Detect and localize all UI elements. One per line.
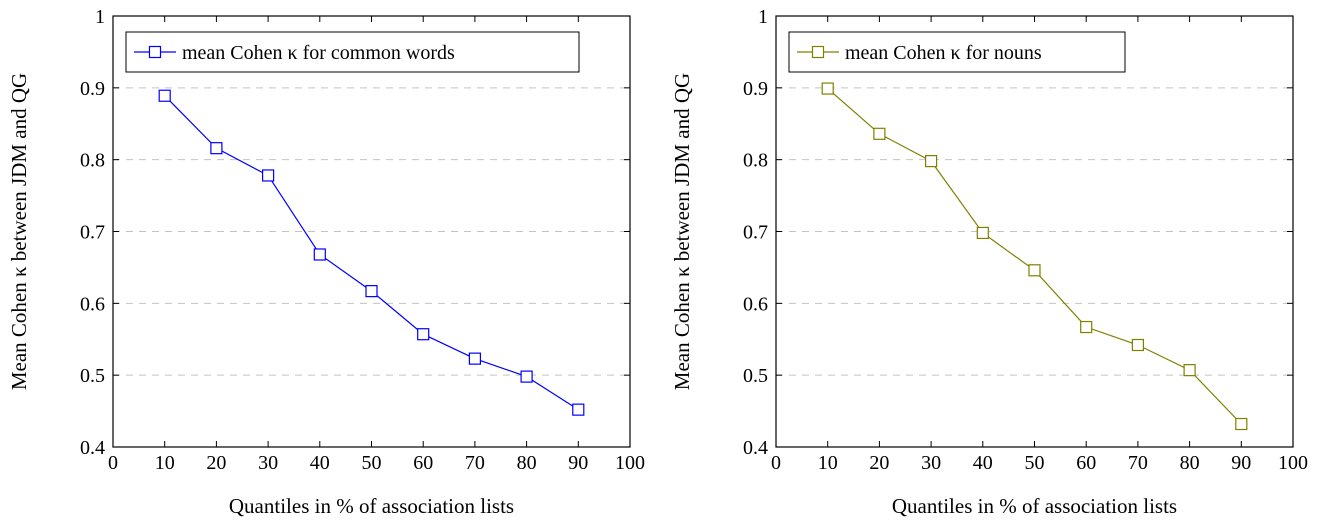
y-tick-label: 0.7 xyxy=(80,222,105,244)
data-point xyxy=(572,403,585,416)
x-tick-label: 10 xyxy=(818,452,838,474)
data-point xyxy=(262,169,275,182)
y-axis-label: Mean Cohen κ between JDM and QG xyxy=(7,73,31,390)
x-axis-label: Quantiles in % of association lists xyxy=(229,494,514,518)
y-tick-label: 1 xyxy=(95,6,105,28)
y-tick-label: 0.4 xyxy=(743,437,768,459)
x-tick-label: 40 xyxy=(973,452,993,474)
y-tick-label: 0.9 xyxy=(743,78,768,100)
x-tick-label: 60 xyxy=(413,452,433,474)
legend-box xyxy=(125,31,580,73)
x-tick-label: 100 xyxy=(1278,452,1308,474)
y-tick-label: 0.4 xyxy=(80,437,105,459)
data-point xyxy=(520,370,533,383)
series-line xyxy=(827,88,1242,425)
data-point xyxy=(365,285,378,298)
y-tick-label: 0.7 xyxy=(743,222,768,244)
data-point xyxy=(417,328,430,341)
data-point xyxy=(468,352,481,365)
legend-label: mean Cohen κ for nouns xyxy=(845,42,1042,64)
data-point xyxy=(1183,364,1196,377)
legend-marker xyxy=(148,45,162,59)
x-tick-label: 10 xyxy=(155,452,175,474)
x-tick-label: 80 xyxy=(517,452,537,474)
x-tick-label: 20 xyxy=(869,452,889,474)
data-point xyxy=(976,226,989,240)
data-point xyxy=(1080,320,1093,334)
data-point xyxy=(821,82,834,95)
plot-frame xyxy=(775,15,1294,448)
y-tick-label: 0.6 xyxy=(743,293,768,315)
y-tick-label: 0.5 xyxy=(80,365,105,387)
x-tick-label: 90 xyxy=(568,452,588,474)
x-tick-label: 30 xyxy=(258,452,278,474)
x-tick-label: 30 xyxy=(921,452,941,474)
chart-1: 0 10 20 30 40 50 60 70 80 90 100 0.4 0.5 0.6 0.7 0.8 0.9… xyxy=(7,6,645,518)
data-point xyxy=(158,89,171,102)
x-tick-label: 60 xyxy=(1076,452,1096,474)
y-tick-label: 0.8 xyxy=(80,150,105,172)
y-tick-label: 0.9 xyxy=(80,78,105,100)
data-point xyxy=(924,155,938,168)
x-tick-label: 0 xyxy=(108,452,118,474)
data-point xyxy=(313,248,326,261)
x-tick-label: 50 xyxy=(362,452,382,474)
y-axis-label: Mean Cohen κ between JDM and QG xyxy=(670,73,694,390)
y-tick-label: 0.5 xyxy=(743,365,768,387)
legend-label: mean Cohen κ for common words xyxy=(182,42,455,64)
x-tick-label: 50 xyxy=(1025,452,1045,474)
data-point xyxy=(1131,338,1145,352)
x-tick-label: 70 xyxy=(465,452,485,474)
y-tick-label: 0.6 xyxy=(80,293,105,315)
x-tick-label: 20 xyxy=(206,452,226,474)
x-tick-label: 90 xyxy=(1231,452,1251,474)
y-tick-label: 0.8 xyxy=(743,150,768,172)
x-tick-label: 0 xyxy=(771,452,781,474)
data-point xyxy=(1028,264,1041,277)
x-tick-label: 80 xyxy=(1180,452,1200,474)
data-point xyxy=(210,142,223,155)
x-tick-label: 100 xyxy=(615,452,645,474)
x-tick-label: 70 xyxy=(1128,452,1148,474)
x-axis-label: Quantiles in % of association lists xyxy=(892,494,1177,518)
legend-box xyxy=(788,31,1126,73)
data-point xyxy=(1235,417,1248,431)
series-line xyxy=(164,95,579,411)
legend-marker xyxy=(811,45,825,59)
plot-frame xyxy=(112,15,631,448)
x-tick-label: 40 xyxy=(310,452,330,474)
y-tick-label: 1 xyxy=(758,6,768,28)
chart-2: 0 10 20 30 40 50 60 70 80 90 100 0.4 0.5 0.6 0.7 0.8 0.9… xyxy=(670,6,1308,518)
data-point xyxy=(873,127,886,140)
